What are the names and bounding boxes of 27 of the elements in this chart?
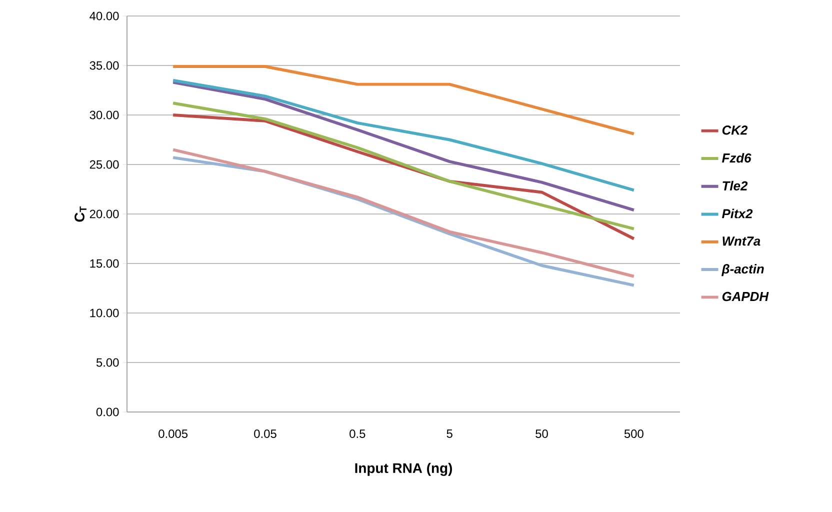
y-tick-label: 5.00 [96, 358, 119, 367]
x-tick-label: 5 [446, 430, 452, 438]
x-tick-label: 0.005 [158, 430, 188, 438]
line-series [172, 78, 636, 192]
legend-label: Pitx2 [722, 208, 753, 218]
x-tick-label: 500 [624, 430, 644, 438]
x-tick-label: 0.05 [254, 430, 276, 438]
y-tick-label: 0.00 [96, 408, 119, 416]
y-tick-label: 10.00 [90, 308, 119, 318]
line-series [172, 102, 636, 230]
legend-label: β-actin [721, 264, 764, 276]
y-tick-label: 15.00 [90, 259, 119, 268]
y-tick-label: 20.00 [90, 210, 119, 218]
x-tick-label: 50 [536, 430, 548, 438]
y-axis-title: C$_{T}$ [74, 206, 86, 222]
y-tick-label: 25.00 [90, 160, 119, 169]
legend-label: GAPDH [722, 292, 769, 302]
legend-label: Tle2 [722, 180, 748, 190]
line-series [172, 80, 636, 212]
legend-label: CK2 [722, 126, 748, 135]
y-tick-label: 30.00 [90, 110, 119, 120]
legend-label: Wnt7a [722, 236, 760, 246]
x-tick-label: 0.5 [350, 430, 366, 438]
y-tick-label: 35.00 [90, 61, 119, 70]
x-axis-title: Input RNA (ng) [355, 462, 452, 476]
legend-label: Fzd6 [722, 153, 752, 163]
y-tick-label: 40.00 [90, 12, 119, 20]
